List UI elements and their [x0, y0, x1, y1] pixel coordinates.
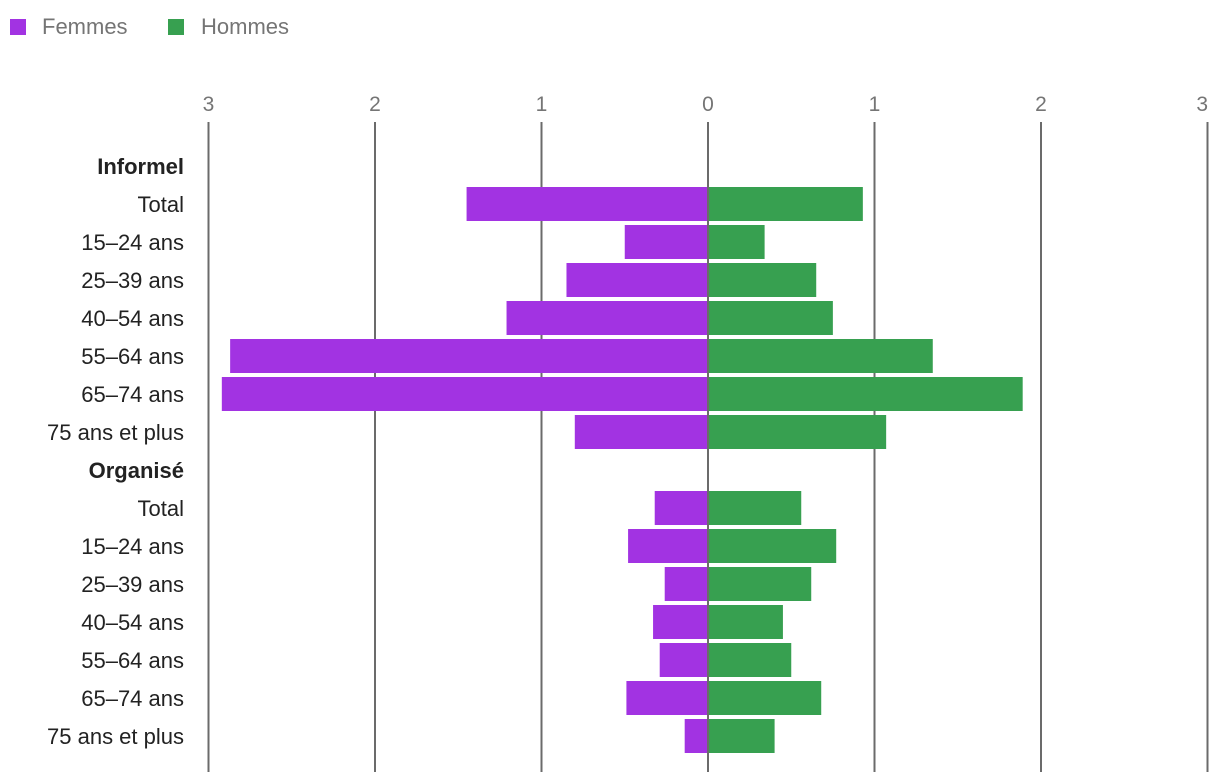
bar-hommes — [708, 415, 887, 449]
bar-hommes — [708, 339, 933, 373]
legend-label-femmes: Femmes — [42, 14, 128, 39]
group-label: Organisé — [89, 458, 184, 483]
bars — [221, 187, 1023, 753]
gridlines — [207, 122, 1209, 772]
bar-femmes — [506, 301, 708, 335]
category-labels: Informel Total 15–24 ans 25–39 ans 40–54 ans… — [47, 154, 184, 749]
bar-hommes — [708, 377, 1023, 411]
category-label: 55–64 ans — [81, 344, 184, 369]
bar-femmes — [653, 605, 708, 639]
bar-hommes — [708, 719, 775, 753]
bar-hommes — [708, 681, 822, 715]
category-label: Total — [138, 192, 184, 217]
category-label: 65–74 ans — [81, 382, 184, 407]
category-label: 75 ans et plus — [47, 420, 184, 445]
bar-hommes — [708, 263, 817, 297]
category-label: 15–24 ans — [81, 230, 184, 255]
bar-hommes — [708, 225, 765, 259]
tick-label: 1 — [536, 93, 548, 116]
category-label: 15–24 ans — [81, 534, 184, 559]
bar-femmes — [664, 567, 708, 601]
tick-label: 2 — [1035, 93, 1047, 116]
bar-hommes — [708, 301, 833, 335]
tick-label: 1 — [869, 93, 881, 116]
category-label: 40–54 ans — [81, 306, 184, 331]
bar-hommes — [708, 529, 837, 563]
bar-hommes — [708, 567, 812, 601]
category-label: 25–39 ans — [81, 572, 184, 597]
bar-femmes — [654, 491, 708, 525]
bar-femmes — [684, 719, 708, 753]
category-label: 55–64 ans — [81, 648, 184, 673]
bar-hommes — [708, 643, 792, 677]
legend-label-hommes: Hommes — [201, 14, 289, 39]
bar-femmes — [659, 643, 708, 677]
category-label: 40–54 ans — [81, 610, 184, 635]
tick-label: 2 — [369, 93, 381, 116]
tick-label: 3 — [203, 93, 215, 116]
bar-femmes — [466, 187, 708, 221]
bar-femmes — [566, 263, 708, 297]
bar-femmes — [628, 529, 708, 563]
category-label: Total — [138, 496, 184, 521]
legend: Femmes Hommes — [10, 14, 289, 39]
tick-label: 3 — [1196, 93, 1208, 116]
category-label: 75 ans et plus — [47, 724, 184, 749]
bar-femmes — [230, 339, 708, 373]
bar-hommes — [708, 187, 863, 221]
bar-femmes — [624, 225, 708, 259]
bar-femmes — [221, 377, 708, 411]
axis-ticks: 3 2 1 0 1 2 3 — [203, 93, 1208, 116]
bar-hommes — [708, 491, 802, 525]
legend-swatch-hommes — [168, 19, 184, 35]
legend-swatch-femmes — [10, 19, 26, 35]
category-label: 65–74 ans — [81, 686, 184, 711]
bar-hommes — [708, 605, 783, 639]
tick-label: 0 — [702, 93, 714, 116]
category-label: 25–39 ans — [81, 268, 184, 293]
bar-femmes — [574, 415, 708, 449]
group-label: Informel — [97, 154, 184, 179]
bar-femmes — [626, 681, 708, 715]
